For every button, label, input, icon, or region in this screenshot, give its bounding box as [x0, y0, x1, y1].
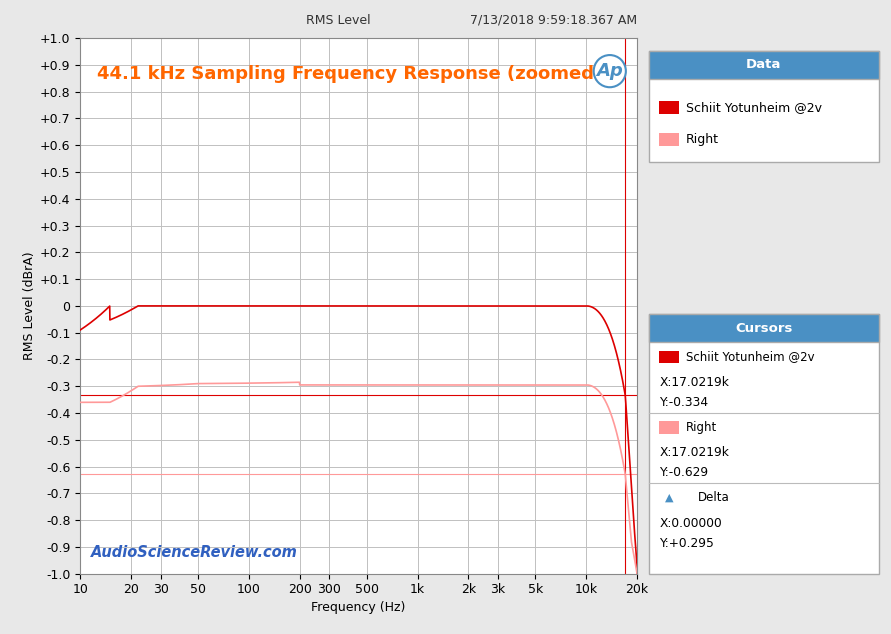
X-axis label: Frequency (Hz): Frequency (Hz)	[312, 600, 405, 614]
Text: X:0.00000: X:0.00000	[659, 517, 722, 529]
Y-axis label: RMS Level (dBrA): RMS Level (dBrA)	[22, 252, 36, 360]
Text: Right: Right	[686, 421, 717, 434]
Text: AudioScienceReview.com: AudioScienceReview.com	[92, 545, 298, 560]
Text: Schiit Yotunheim @2v: Schiit Yotunheim @2v	[686, 351, 814, 363]
Text: Data: Data	[746, 58, 781, 72]
Text: Y:+0.295: Y:+0.295	[659, 537, 715, 550]
Text: Y:-0.334: Y:-0.334	[659, 396, 708, 409]
Text: Right: Right	[686, 133, 719, 146]
Text: 7/13/2018 9:59:18.367 AM: 7/13/2018 9:59:18.367 AM	[470, 14, 637, 27]
Text: RMS Level: RMS Level	[307, 14, 371, 27]
Text: 44.1 kHz Sampling Frequency Response (zoomed): 44.1 kHz Sampling Frequency Response (zo…	[97, 65, 602, 83]
Text: Schiit Yotunheim @2v: Schiit Yotunheim @2v	[686, 101, 822, 114]
Text: ▲: ▲	[665, 493, 674, 503]
Text: Y:-0.629: Y:-0.629	[659, 467, 708, 479]
Text: Ap: Ap	[596, 62, 623, 80]
Text: Delta: Delta	[698, 491, 730, 504]
Text: Cursors: Cursors	[735, 321, 792, 335]
Text: X:17.0219k: X:17.0219k	[659, 446, 729, 459]
Text: X:17.0219k: X:17.0219k	[659, 376, 729, 389]
